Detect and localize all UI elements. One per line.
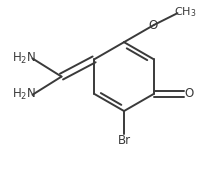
Text: Br: Br bbox=[117, 135, 131, 147]
Text: H$_2$N: H$_2$N bbox=[12, 51, 36, 66]
Text: O: O bbox=[185, 87, 194, 100]
Text: CH$_3$: CH$_3$ bbox=[174, 5, 197, 19]
Text: H$_2$N: H$_2$N bbox=[12, 87, 36, 102]
Text: O: O bbox=[148, 19, 158, 32]
